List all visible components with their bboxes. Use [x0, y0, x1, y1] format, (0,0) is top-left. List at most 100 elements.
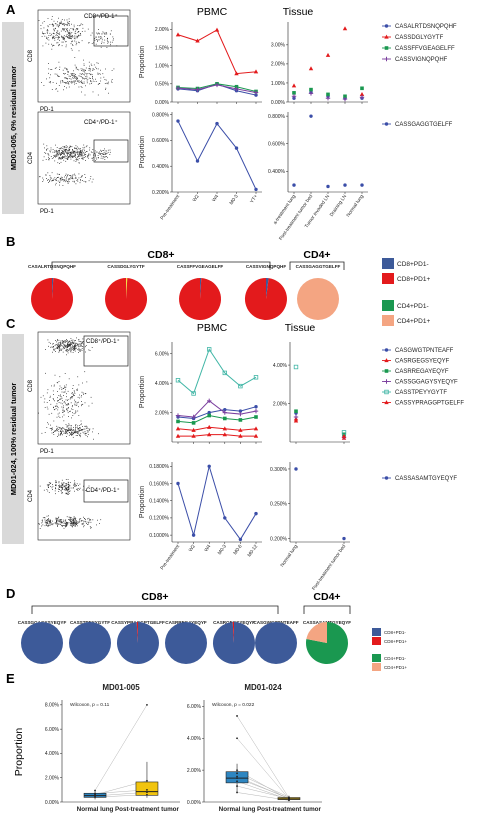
pie-slice — [179, 278, 222, 320]
flow-event — [84, 146, 86, 148]
flow-event — [81, 91, 82, 93]
flow-event — [74, 340, 76, 342]
flow-event — [83, 148, 85, 150]
flow-event — [64, 489, 66, 491]
flow-event — [52, 398, 54, 399]
flow-event — [73, 521, 74, 523]
flow-event — [60, 387, 62, 389]
flow-event — [58, 521, 60, 523]
flow-event — [47, 29, 48, 30]
flow-event — [57, 347, 59, 349]
flow-event — [72, 36, 74, 38]
flow-event — [70, 175, 72, 177]
flow-event — [69, 21, 70, 22]
data-point — [341, 433, 347, 438]
flow-event — [42, 22, 44, 24]
pies-b: CASALRTDSNQPQHF CASSDGLYGYTF CASSFFVGEAGEL… — [28, 264, 341, 320]
flow-event — [78, 346, 80, 348]
flow-event — [58, 516, 60, 518]
flow-event — [72, 75, 73, 77]
header-cd4-b: CD4+ — [303, 249, 330, 261]
flow-gate — [93, 139, 129, 163]
flow-event — [63, 391, 65, 393]
flow-event — [65, 82, 67, 84]
flow-event — [60, 161, 62, 163]
flow-event — [57, 33, 59, 34]
flow-event — [90, 521, 92, 523]
flow-event — [92, 76, 93, 78]
flow-event — [86, 156, 88, 158]
flow-event — [85, 435, 87, 436]
flow-event — [68, 404, 70, 405]
flow-event — [62, 488, 63, 489]
flow-event — [58, 173, 60, 175]
data-point — [191, 391, 196, 396]
flow-event — [56, 344, 58, 345]
flow-event — [55, 487, 56, 489]
flow-event — [75, 524, 76, 526]
flow-event — [58, 349, 60, 351]
flow-event — [110, 30, 112, 32]
flow-event — [70, 347, 72, 349]
flow-event — [75, 75, 77, 77]
flow-event — [83, 71, 85, 72]
flow-event — [57, 343, 59, 345]
flow-event — [70, 342, 71, 344]
flow-event — [72, 342, 74, 344]
flow-event — [48, 182, 49, 183]
y-tick-label: 1.00% — [271, 81, 286, 87]
flow-event — [105, 87, 107, 89]
flow-event — [80, 430, 82, 431]
flow-event — [73, 517, 75, 519]
flow-event — [58, 519, 60, 521]
flow-event — [71, 408, 72, 410]
flow-event — [48, 525, 49, 527]
flow-event — [78, 485, 79, 486]
flow-event — [97, 33, 98, 35]
flow-event — [46, 392, 48, 394]
flow-event — [77, 344, 79, 346]
data-point — [342, 26, 348, 31]
series-line — [177, 120, 257, 190]
flow-event — [74, 154, 76, 156]
flow-event — [75, 345, 77, 347]
flow-event — [55, 340, 56, 341]
flow-event — [92, 79, 94, 81]
flow-event — [56, 147, 58, 148]
flow-event — [74, 75, 75, 77]
flow-event — [68, 36, 70, 38]
flow-event — [90, 176, 92, 177]
flow-event — [78, 425, 80, 426]
flow-event — [66, 341, 68, 343]
flow-event — [79, 488, 80, 490]
flow-event — [57, 413, 59, 415]
flow-event — [72, 524, 73, 526]
flow-event — [69, 482, 71, 483]
flow-event — [72, 429, 74, 430]
flow-event — [83, 428, 85, 430]
flow-event — [82, 149, 83, 151]
flow-event — [68, 178, 70, 180]
flow-event — [63, 28, 64, 30]
flow-event — [48, 154, 50, 156]
flow-event — [49, 181, 50, 182]
flow-event — [51, 89, 53, 90]
flow-event — [54, 345, 56, 347]
flow-event — [59, 69, 60, 70]
flow-event — [73, 427, 74, 428]
flow-event — [52, 38, 53, 40]
flow-event — [55, 35, 57, 37]
flow-event — [55, 519, 57, 520]
flow-event — [75, 44, 77, 46]
data-point — [191, 414, 196, 420]
flow-event — [73, 516, 75, 518]
flow-event — [58, 351, 60, 353]
flow-event — [50, 346, 52, 348]
flow-event — [81, 523, 83, 525]
flow-event — [90, 80, 91, 82]
flow-event — [70, 520, 72, 522]
flow-event — [59, 150, 60, 152]
flow-event — [76, 389, 77, 391]
flow-event — [66, 29, 67, 30]
flow-event — [72, 343, 74, 344]
